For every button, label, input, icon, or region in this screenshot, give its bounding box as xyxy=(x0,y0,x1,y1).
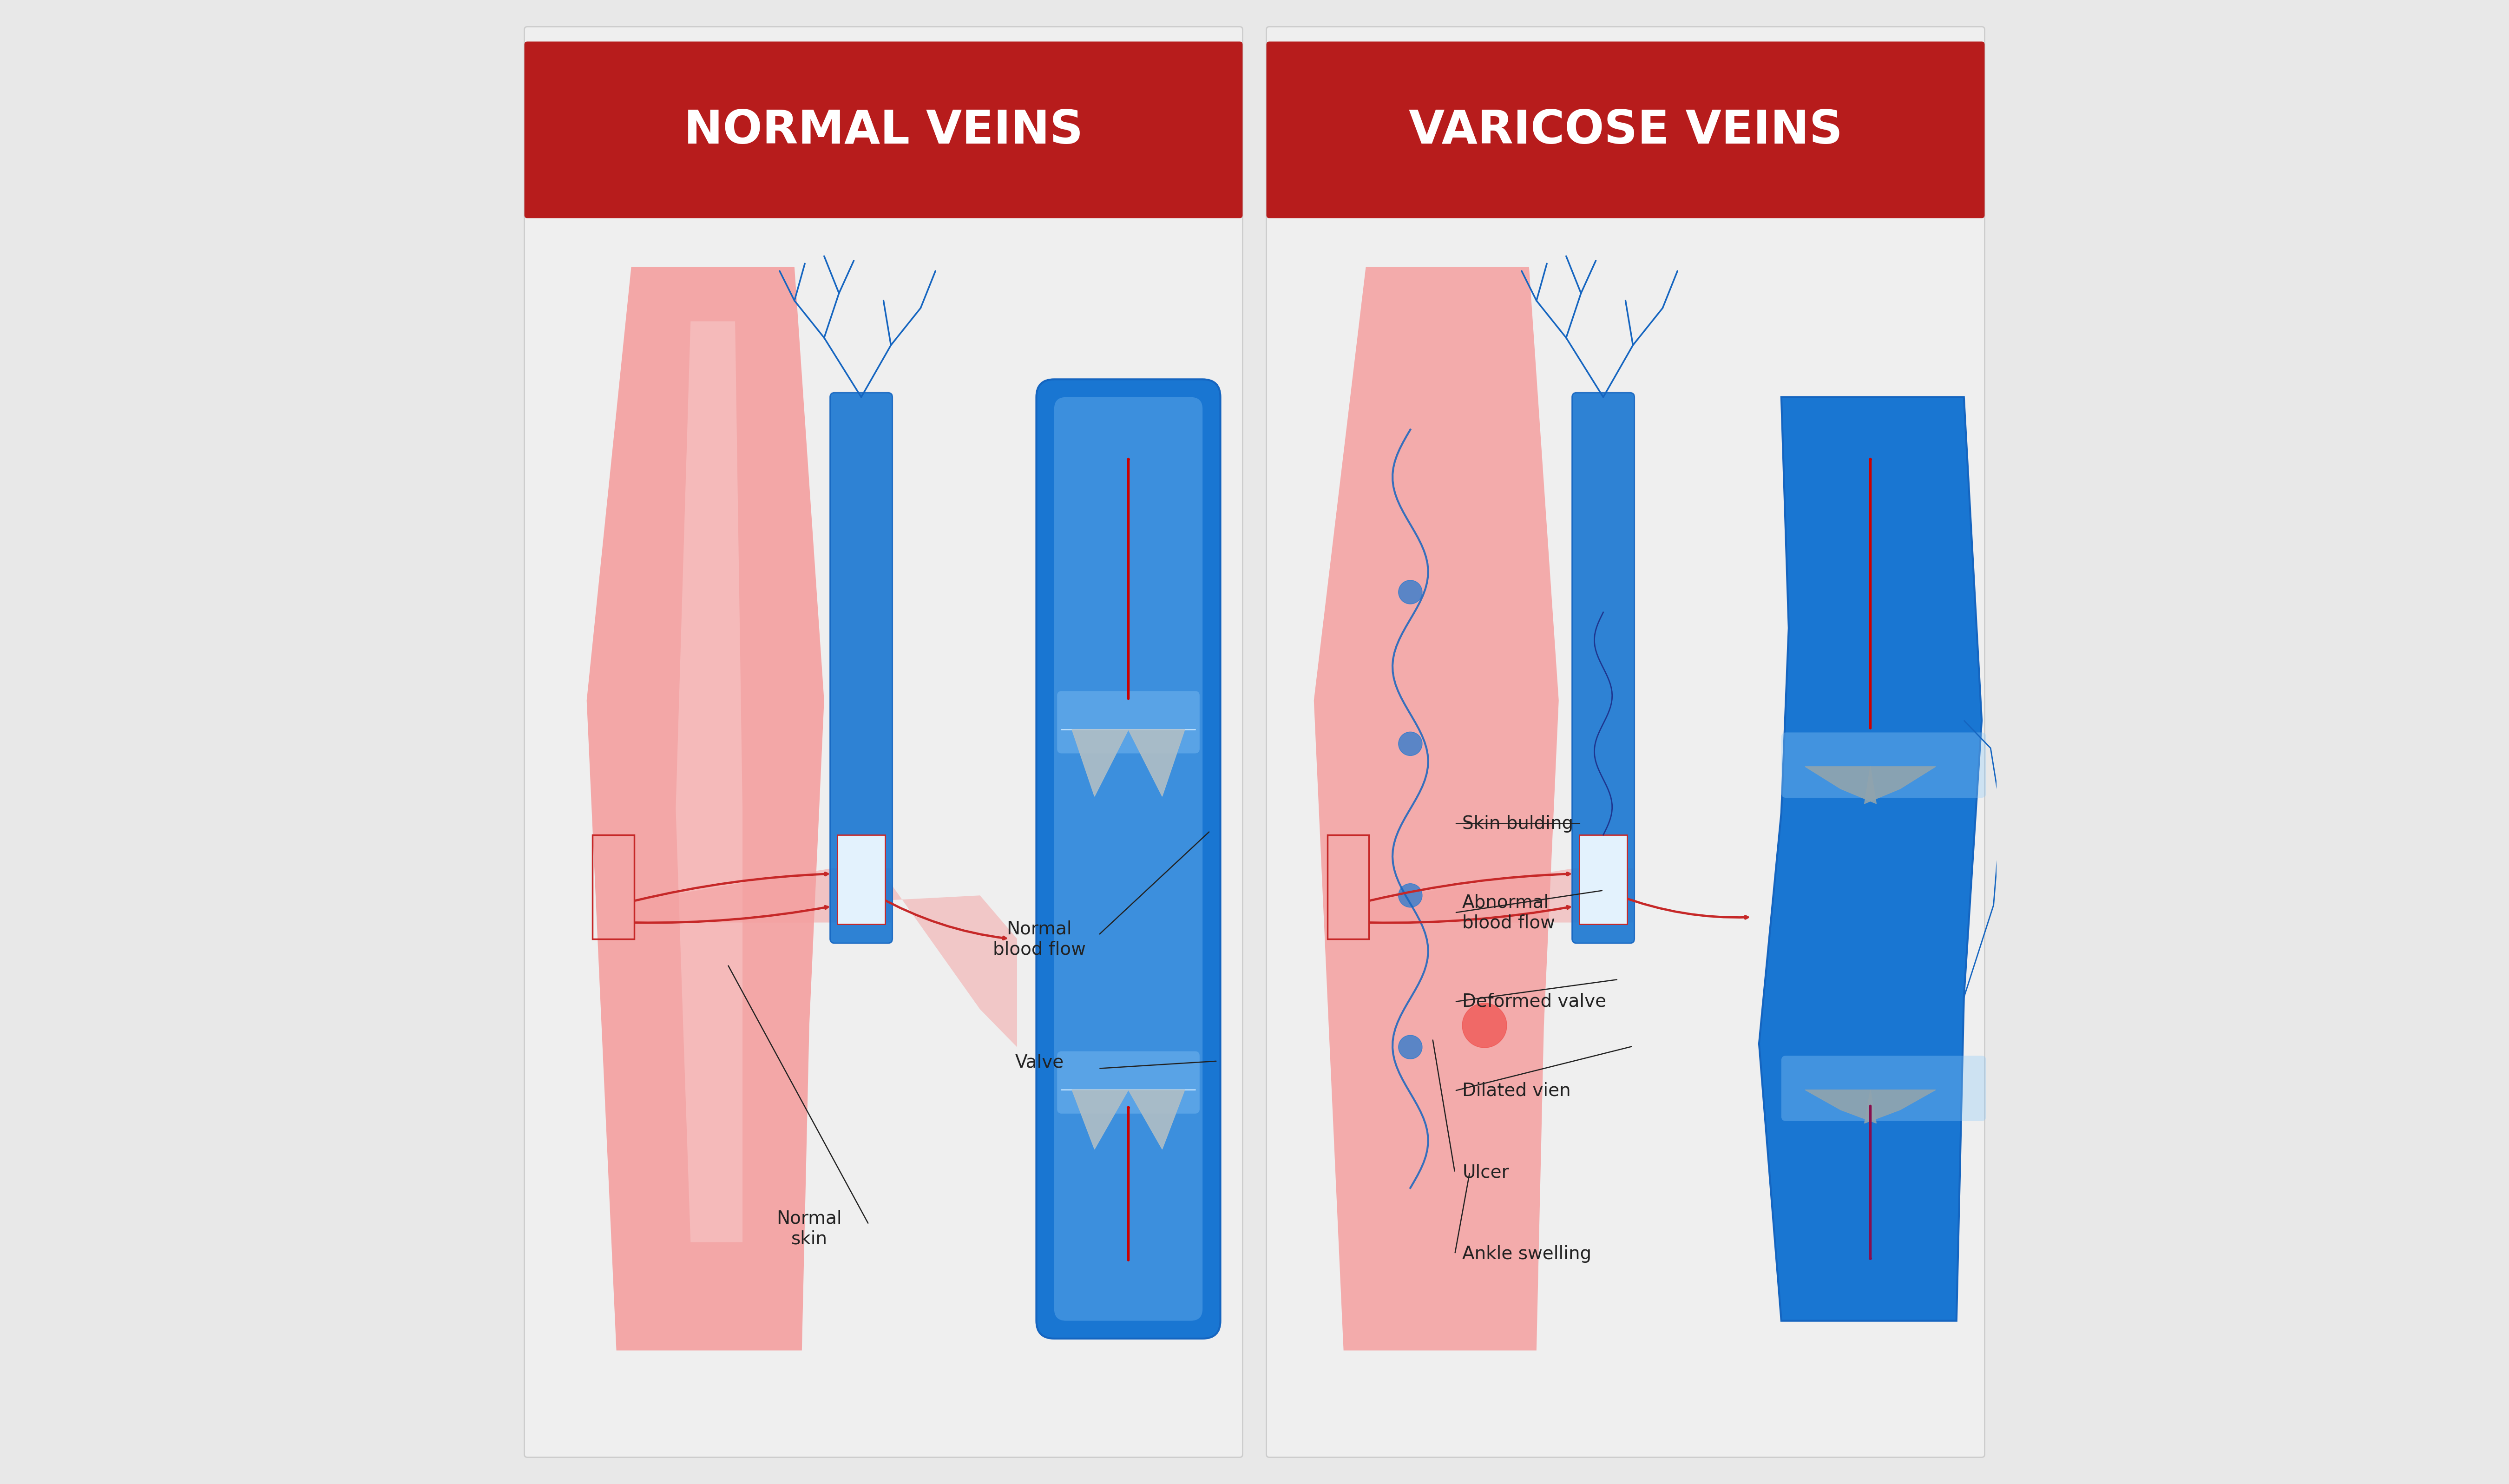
Polygon shape xyxy=(1370,868,1633,923)
Text: Ulcer: Ulcer xyxy=(1463,1163,1508,1181)
Bar xyxy=(838,835,886,925)
FancyBboxPatch shape xyxy=(1573,393,1633,944)
Bar xyxy=(1581,835,1626,925)
Polygon shape xyxy=(1129,1089,1184,1149)
Polygon shape xyxy=(1315,267,1558,1350)
Polygon shape xyxy=(876,864,1016,1048)
Text: NORMAL VEINS: NORMAL VEINS xyxy=(685,108,1084,153)
Text: Ankle swelling: Ankle swelling xyxy=(1463,1245,1591,1263)
FancyBboxPatch shape xyxy=(1056,692,1199,754)
Circle shape xyxy=(1398,732,1423,755)
Polygon shape xyxy=(1759,398,1982,1321)
Bar xyxy=(1327,835,1370,939)
FancyBboxPatch shape xyxy=(1054,398,1202,1321)
Polygon shape xyxy=(1804,1089,1877,1123)
Circle shape xyxy=(1398,1036,1423,1060)
Polygon shape xyxy=(1071,1089,1129,1149)
FancyBboxPatch shape xyxy=(1781,1055,1987,1120)
Circle shape xyxy=(1398,883,1423,907)
Polygon shape xyxy=(1129,730,1184,797)
Polygon shape xyxy=(1864,1089,1934,1123)
FancyBboxPatch shape xyxy=(1036,380,1219,1339)
Text: Valve: Valve xyxy=(1014,1054,1064,1071)
FancyBboxPatch shape xyxy=(1267,27,1985,1457)
FancyBboxPatch shape xyxy=(524,27,1242,1457)
Polygon shape xyxy=(1804,767,1877,804)
Bar xyxy=(592,835,635,939)
Polygon shape xyxy=(675,322,743,1242)
FancyBboxPatch shape xyxy=(1267,42,1985,218)
Text: Abnormal
blood flow: Abnormal blood flow xyxy=(1463,893,1556,932)
FancyBboxPatch shape xyxy=(524,42,1242,218)
Text: VARICOSE VEINS: VARICOSE VEINS xyxy=(1408,108,1842,153)
Text: Normal
blood flow: Normal blood flow xyxy=(994,920,1086,959)
Circle shape xyxy=(1463,1003,1508,1048)
Text: Normal
skin: Normal skin xyxy=(778,1209,843,1248)
FancyBboxPatch shape xyxy=(830,393,893,944)
Text: Dilated vien: Dilated vien xyxy=(1463,1082,1571,1100)
FancyBboxPatch shape xyxy=(1056,1051,1199,1113)
Circle shape xyxy=(1398,580,1423,604)
Polygon shape xyxy=(1864,767,1934,804)
Polygon shape xyxy=(1071,730,1129,797)
Text: Deformed valve: Deformed valve xyxy=(1463,993,1606,1011)
Polygon shape xyxy=(635,868,891,923)
Polygon shape xyxy=(587,267,823,1350)
FancyBboxPatch shape xyxy=(1781,733,1987,798)
Text: Skin bulding: Skin bulding xyxy=(1463,815,1573,833)
